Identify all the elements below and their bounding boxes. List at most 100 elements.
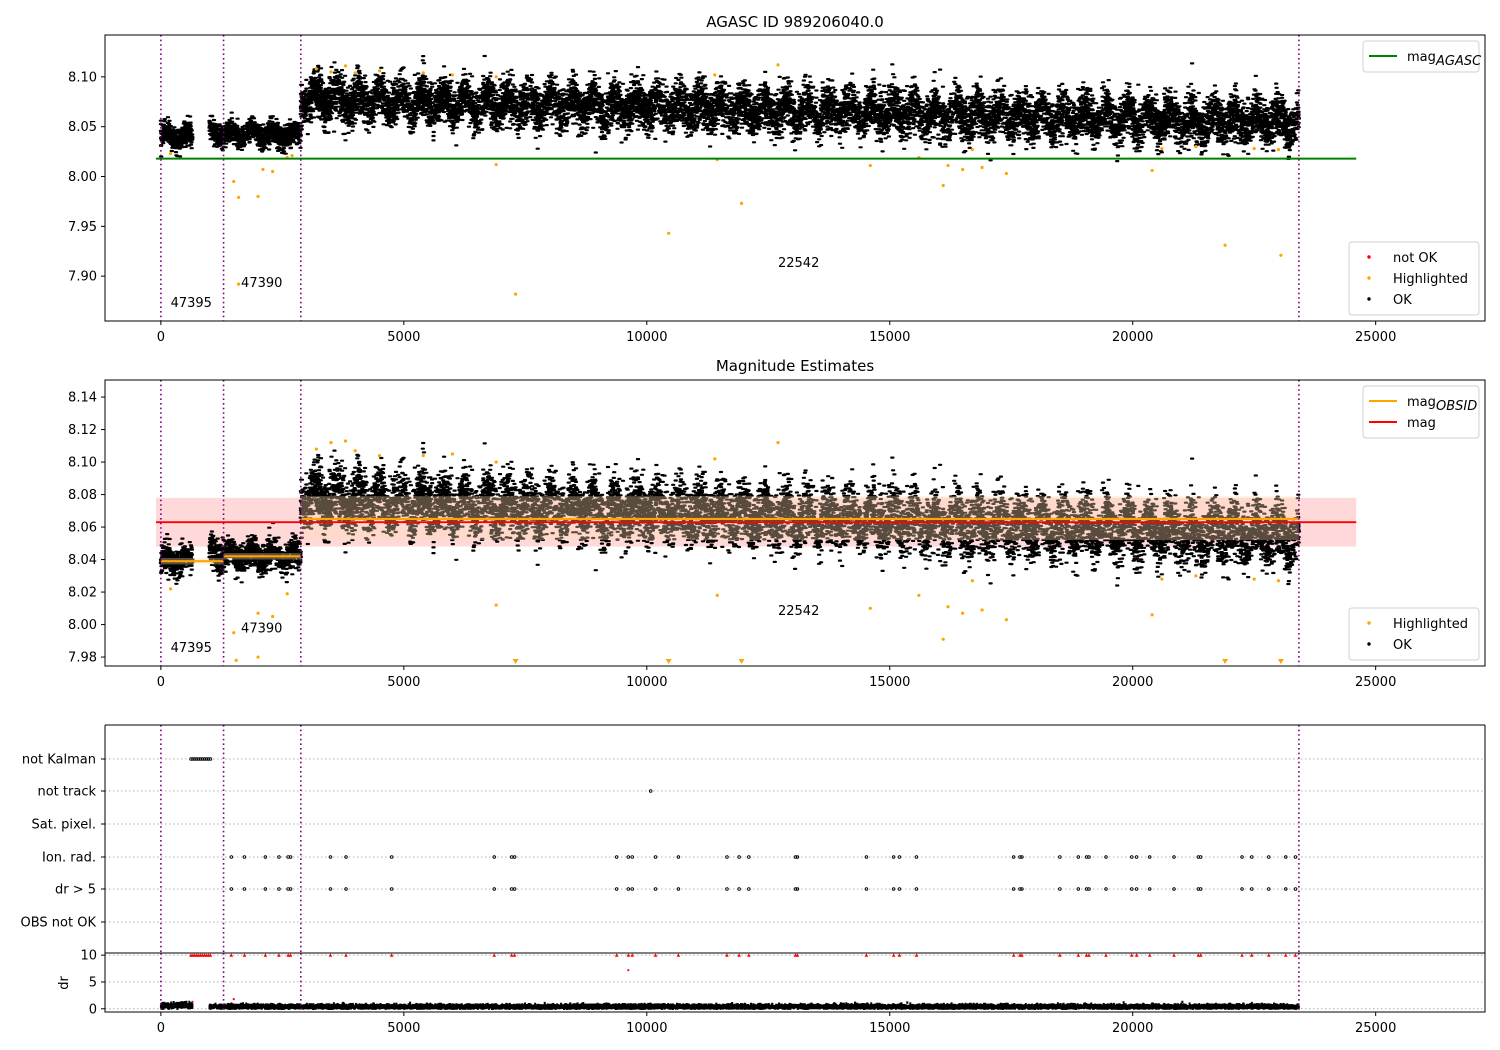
estimates-axes-frame: [104, 379, 1486, 667]
agasc-highlighted-point: [1194, 145, 1198, 149]
agasc-highlighted-point: [961, 167, 965, 172]
estimates-ytick-label: 8.12: [68, 423, 97, 438]
estimates-legend-swatch: [1367, 621, 1371, 625]
flag-event-marker: [191, 757, 195, 761]
flag-event-marker: [193, 757, 197, 761]
dr-axis-label: dr: [57, 976, 72, 990]
dr-clipped-marker: [747, 953, 751, 957]
estimates-highlighted-point: [168, 587, 173, 591]
dr-clipped-marker: [1293, 953, 1298, 957]
flag-event-marker: [242, 887, 247, 891]
flag-event-marker: [676, 887, 681, 891]
flag-event-marker: [1104, 855, 1108, 859]
flag-event-marker: [1250, 855, 1254, 859]
estimates-xtick-label: 20000: [1112, 675, 1153, 690]
estimates-highlighted-point: [232, 631, 236, 635]
dr-clipped-marker: [1266, 953, 1271, 957]
flag-row-label: not Kalman: [22, 753, 96, 768]
agasc-legend-label: not OK: [1393, 251, 1438, 266]
flag-event-marker: [795, 855, 800, 859]
flag-event-marker: [1147, 887, 1152, 891]
flag-event-marker: [1250, 887, 1254, 891]
estimates-highlighted-point: [1160, 577, 1164, 581]
estimates-highlighted-point: [917, 593, 921, 597]
dr-clipped-marker: [389, 953, 394, 957]
dr-clipped-marker: [737, 953, 741, 957]
flag-event-marker: [198, 757, 203, 761]
estimates-legend-swatch: [1367, 642, 1371, 646]
flag-event-marker: [1147, 855, 1152, 859]
agasc-highlighted-point: [1150, 168, 1154, 173]
estimates-legend-label: mag: [1407, 416, 1436, 431]
dr-clipped-marker: [1129, 953, 1134, 957]
estimates-highlighted-point: [1150, 613, 1154, 617]
agasc-highlighted-point: [290, 153, 294, 158]
flag-event-marker: [630, 887, 634, 891]
estimates-highlighted-point: [1194, 574, 1198, 578]
dr-panel: 0 5000 10000 15000 20000 25000 0 5 10 dr: [57, 949, 1486, 1036]
flag-event-marker: [512, 887, 517, 891]
estimates-ytick-label: 8.00: [68, 618, 97, 633]
agasc-highlighted-point: [261, 167, 265, 172]
flag-event-marker: [1284, 855, 1288, 859]
agasc-highlighted-point: [343, 64, 348, 68]
agasc-highlighted-point: [271, 169, 275, 174]
estimates-legend-subscript: OBSID: [1436, 399, 1477, 414]
flag-event-marker: [1293, 855, 1298, 859]
dr-clipped-marker: [795, 953, 800, 957]
agasc-xtick-label: 25000: [1355, 330, 1396, 345]
flag-event-marker: [197, 757, 201, 761]
agasc-highlighted-point: [329, 70, 333, 74]
flag-event-marker: [328, 855, 333, 859]
estimates-ytick-label: 8.14: [68, 391, 97, 406]
dr-ytick-label: 5: [89, 975, 97, 990]
agasc-ok-points: [158, 54, 1302, 163]
flag-event-marker: [1198, 887, 1203, 891]
flag-event-marker: [1076, 887, 1081, 891]
clipped-marker: [1277, 659, 1284, 664]
agasc-xtick-label: 0: [157, 330, 165, 345]
dr-clipped-marker: [242, 953, 247, 957]
dr-clipped-marker: [328, 953, 333, 957]
flag-event-marker: [202, 757, 207, 761]
agasc-highlighted-point: [168, 151, 173, 156]
agasc-xtick-label: 15000: [869, 330, 910, 345]
dr-clipped-marker: [1011, 953, 1016, 957]
estimates-obsid-label: 47390: [241, 622, 282, 637]
flag-event-marker: [914, 887, 919, 891]
agasc-xtick-label: 5000: [387, 330, 420, 345]
flags-panel-data: [105, 725, 1485, 953]
flag-event-marker: [897, 855, 902, 859]
estimates-xtick-label: 15000: [869, 675, 910, 690]
estimates-obsid-label: 47395: [171, 641, 212, 656]
flag-event-marker: [747, 855, 751, 859]
flag-event-marker: [1129, 855, 1134, 859]
flag-row-label: Ion. rad.: [42, 851, 96, 866]
flag-event-marker: [897, 887, 902, 891]
dr-clipped-marker: [864, 953, 869, 957]
dr-clipped-marker: [1076, 953, 1081, 957]
flags-panel: not Kalman not track Sat. pixel. Ion. rad. d…: [21, 724, 1486, 953]
dr-clipped-marker: [1087, 953, 1091, 957]
estimates-legend-frame: [1362, 385, 1480, 439]
dr-clipped-marker: [725, 953, 729, 957]
dr-clipped-marker: [626, 953, 631, 957]
estimates-highlighted-point: [314, 447, 318, 451]
flag-event-marker: [208, 757, 213, 761]
flag-event-marker: [206, 757, 211, 761]
flag-event-marker: [288, 855, 293, 859]
estimates-highlighted-point: [271, 614, 275, 619]
dr-clipped-marker: [229, 953, 234, 957]
magnitude-estimates-title: Magnitude Estimates: [716, 357, 874, 375]
agasc-legend-subscript: AGASC: [1435, 54, 1482, 69]
estimates-highlighted-point: [343, 439, 348, 443]
agasc-highlighted-point: [1160, 147, 1164, 151]
flag-event-marker: [204, 757, 209, 761]
estimates-highlighted-point: [450, 452, 455, 456]
estimates-xtick-label: 10000: [626, 675, 667, 690]
dr-clipped-marker: [676, 953, 681, 957]
dr-ytick-label: 10: [80, 949, 97, 964]
flag-event-marker: [1240, 855, 1244, 859]
clipped-marker: [1222, 659, 1229, 664]
dr-xtick-label: 20000: [1112, 1021, 1153, 1036]
